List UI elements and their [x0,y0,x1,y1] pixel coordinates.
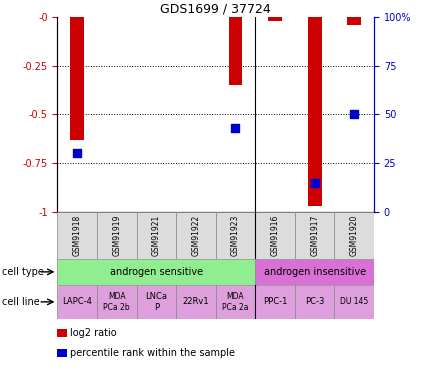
Bar [176,212,215,259]
Bar [70,17,84,140]
Text: GSM91922: GSM91922 [191,214,201,256]
Text: PPC-1: PPC-1 [263,297,287,306]
Point [311,180,318,186]
Text: LNCa
P: LNCa P [145,292,167,312]
Bar [97,212,136,259]
Bar [255,285,295,319]
Bar [97,285,136,319]
Bar [229,17,242,85]
Bar [57,212,97,259]
Bar [57,285,97,319]
Text: percentile rank within the sample: percentile rank within the sample [70,348,235,358]
Bar [136,285,176,319]
Text: androgen sensitive: androgen sensitive [110,267,203,277]
Bar [176,285,215,319]
Bar [215,285,255,319]
Point [351,111,357,117]
Bar [57,259,255,285]
Text: GSM91917: GSM91917 [310,214,319,256]
Text: DU 145: DU 145 [340,297,368,306]
Text: log2 ratio: log2 ratio [70,328,117,338]
Point [74,150,81,156]
Bar [255,212,295,259]
Text: GSM91916: GSM91916 [271,214,280,256]
Bar [255,259,374,285]
Bar [334,212,374,259]
Text: cell type: cell type [2,267,44,277]
Text: LAPC-4: LAPC-4 [62,297,92,306]
Text: GSM91918: GSM91918 [73,214,82,256]
Bar [295,285,334,319]
Bar [215,212,255,259]
Text: PC-3: PC-3 [305,297,324,306]
Text: cell line: cell line [2,297,40,307]
Text: GSM91923: GSM91923 [231,214,240,256]
Bar [268,17,282,21]
Text: GSM91919: GSM91919 [112,214,121,256]
Text: MDA
PCa 2a: MDA PCa 2a [222,292,249,312]
Text: MDA
PCa 2b: MDA PCa 2b [103,292,130,312]
Point [232,125,239,131]
Bar [347,17,361,25]
Text: 22Rv1: 22Rv1 [183,297,209,306]
Bar [295,212,334,259]
Bar [308,17,322,206]
Text: androgen insensitive: androgen insensitive [264,267,366,277]
Text: GSM91921: GSM91921 [152,214,161,256]
Bar [136,212,176,259]
Text: GSM91920: GSM91920 [350,214,359,256]
Title: GDS1699 / 37724: GDS1699 / 37724 [160,3,271,16]
Bar [334,285,374,319]
